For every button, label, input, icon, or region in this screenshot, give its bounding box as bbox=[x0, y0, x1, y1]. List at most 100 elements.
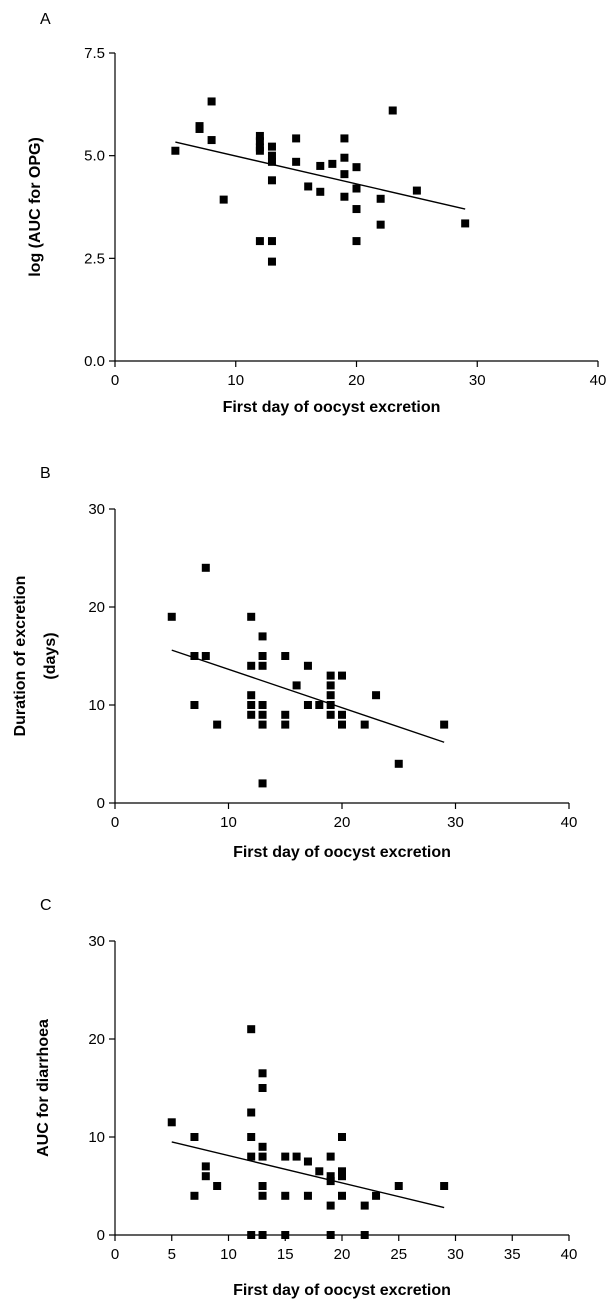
data-point-c bbox=[360, 1231, 369, 1239]
data-point-c bbox=[258, 1084, 267, 1092]
y-tick-label-b: 30 bbox=[88, 501, 105, 518]
data-point-c bbox=[247, 1108, 256, 1117]
data-point-b bbox=[167, 612, 176, 621]
data-point-b bbox=[372, 691, 381, 700]
data-point-b bbox=[338, 710, 346, 719]
data-point-c bbox=[338, 1191, 346, 1200]
data-point-a bbox=[352, 163, 361, 172]
data-point-b bbox=[247, 710, 256, 719]
data-point-b bbox=[190, 652, 199, 660]
data-point-b bbox=[360, 720, 369, 729]
data-point-c bbox=[167, 1118, 176, 1127]
data-point-c bbox=[190, 1191, 199, 1200]
x-axis-title-c: First day of oocyst excretion bbox=[233, 1282, 451, 1299]
data-point-a bbox=[267, 151, 276, 160]
x-tick-label-b: 0 bbox=[111, 814, 119, 831]
data-point-a bbox=[267, 157, 276, 166]
data-point-c bbox=[303, 1157, 312, 1166]
data-point-c bbox=[372, 1191, 381, 1200]
data-point-b bbox=[338, 671, 346, 680]
data-point-a bbox=[328, 159, 337, 168]
y-axis-title-c: AUC for diarrhoea bbox=[35, 1019, 52, 1157]
data-point-b bbox=[247, 701, 256, 709]
x-tick-label-c: 10 bbox=[220, 1246, 237, 1263]
data-point-b bbox=[258, 779, 267, 788]
x-tick-label-c: 5 bbox=[168, 1246, 176, 1263]
data-point-c bbox=[247, 1133, 256, 1141]
trend-line-b bbox=[171, 649, 445, 743]
data-point-b bbox=[281, 710, 290, 719]
data-point-b bbox=[258, 701, 267, 709]
data-point-b bbox=[281, 720, 290, 729]
data-point-a bbox=[171, 146, 180, 155]
data-point-b bbox=[326, 691, 335, 700]
data-point-c bbox=[258, 1142, 267, 1151]
data-point-c bbox=[201, 1162, 210, 1171]
y-axis-title-b: Duration of excretion bbox=[12, 576, 29, 737]
data-point-a bbox=[316, 187, 325, 196]
y-tick-label-a: 7.5 bbox=[84, 45, 105, 62]
data-point-c bbox=[292, 1152, 301, 1161]
data-point-c bbox=[258, 1191, 267, 1200]
data-point-b bbox=[326, 710, 335, 719]
data-point-a bbox=[376, 220, 385, 229]
data-point-a bbox=[267, 142, 276, 151]
x-tick-label-a: 0 bbox=[111, 372, 119, 389]
data-point-b bbox=[303, 701, 312, 709]
panel-letter-b: B bbox=[40, 465, 51, 482]
x-tick-label-c: 0 bbox=[111, 1246, 119, 1263]
data-point-c bbox=[338, 1172, 346, 1181]
data-point-b bbox=[338, 720, 346, 729]
data-point-b bbox=[247, 691, 256, 700]
y-tick-label-a: 2.5 bbox=[84, 250, 105, 267]
data-point-b bbox=[201, 563, 210, 572]
data-point-c bbox=[338, 1133, 346, 1141]
data-point-b bbox=[190, 701, 199, 709]
y-tick-label-c: 20 bbox=[88, 1031, 105, 1048]
data-point-a bbox=[267, 176, 276, 185]
data-point-b bbox=[258, 720, 267, 729]
data-point-a bbox=[461, 219, 470, 228]
data-point-b bbox=[326, 701, 335, 709]
data-point-b bbox=[315, 701, 324, 709]
data-point-b bbox=[326, 681, 335, 690]
data-point-c bbox=[326, 1231, 335, 1239]
data-point-c bbox=[281, 1191, 290, 1200]
data-point-a bbox=[304, 182, 313, 191]
data-point-a bbox=[219, 195, 228, 204]
x-tick-label-b: 20 bbox=[334, 814, 351, 831]
data-point-c bbox=[315, 1167, 324, 1176]
data-point-c bbox=[190, 1133, 199, 1141]
data-point-c bbox=[201, 1172, 210, 1181]
data-point-a bbox=[376, 194, 385, 203]
data-point-a bbox=[255, 137, 264, 146]
data-point-a bbox=[340, 192, 349, 201]
data-point-a bbox=[292, 157, 301, 166]
data-point-b bbox=[394, 759, 403, 768]
x-axis-title-b: First day of oocyst excretion bbox=[233, 844, 451, 861]
data-point-a bbox=[207, 136, 216, 145]
data-point-b bbox=[326, 671, 335, 680]
data-point-b bbox=[303, 661, 312, 670]
data-point-c bbox=[440, 1182, 449, 1190]
data-point-c bbox=[247, 1025, 256, 1034]
data-point-a bbox=[412, 186, 421, 195]
data-point-b bbox=[258, 632, 267, 641]
data-point-a bbox=[255, 131, 264, 140]
y-tick-label-a: 5.0 bbox=[84, 148, 105, 165]
data-point-b bbox=[247, 661, 256, 670]
x-tick-label-a: 40 bbox=[590, 372, 607, 389]
trend-line-c bbox=[171, 1141, 445, 1209]
data-point-b bbox=[201, 652, 210, 660]
data-point-a bbox=[267, 257, 276, 266]
data-point-a bbox=[255, 237, 264, 246]
data-point-c bbox=[360, 1201, 369, 1210]
x-tick-label-b: 30 bbox=[447, 814, 464, 831]
data-point-a bbox=[388, 106, 397, 115]
x-tick-label-c: 15 bbox=[277, 1246, 294, 1263]
x-axis-title-a: First day of oocyst excretion bbox=[223, 399, 441, 416]
data-point-c bbox=[326, 1172, 335, 1181]
y-tick-label-b: 0 bbox=[97, 795, 105, 812]
x-tick-label-b: 40 bbox=[561, 814, 578, 831]
